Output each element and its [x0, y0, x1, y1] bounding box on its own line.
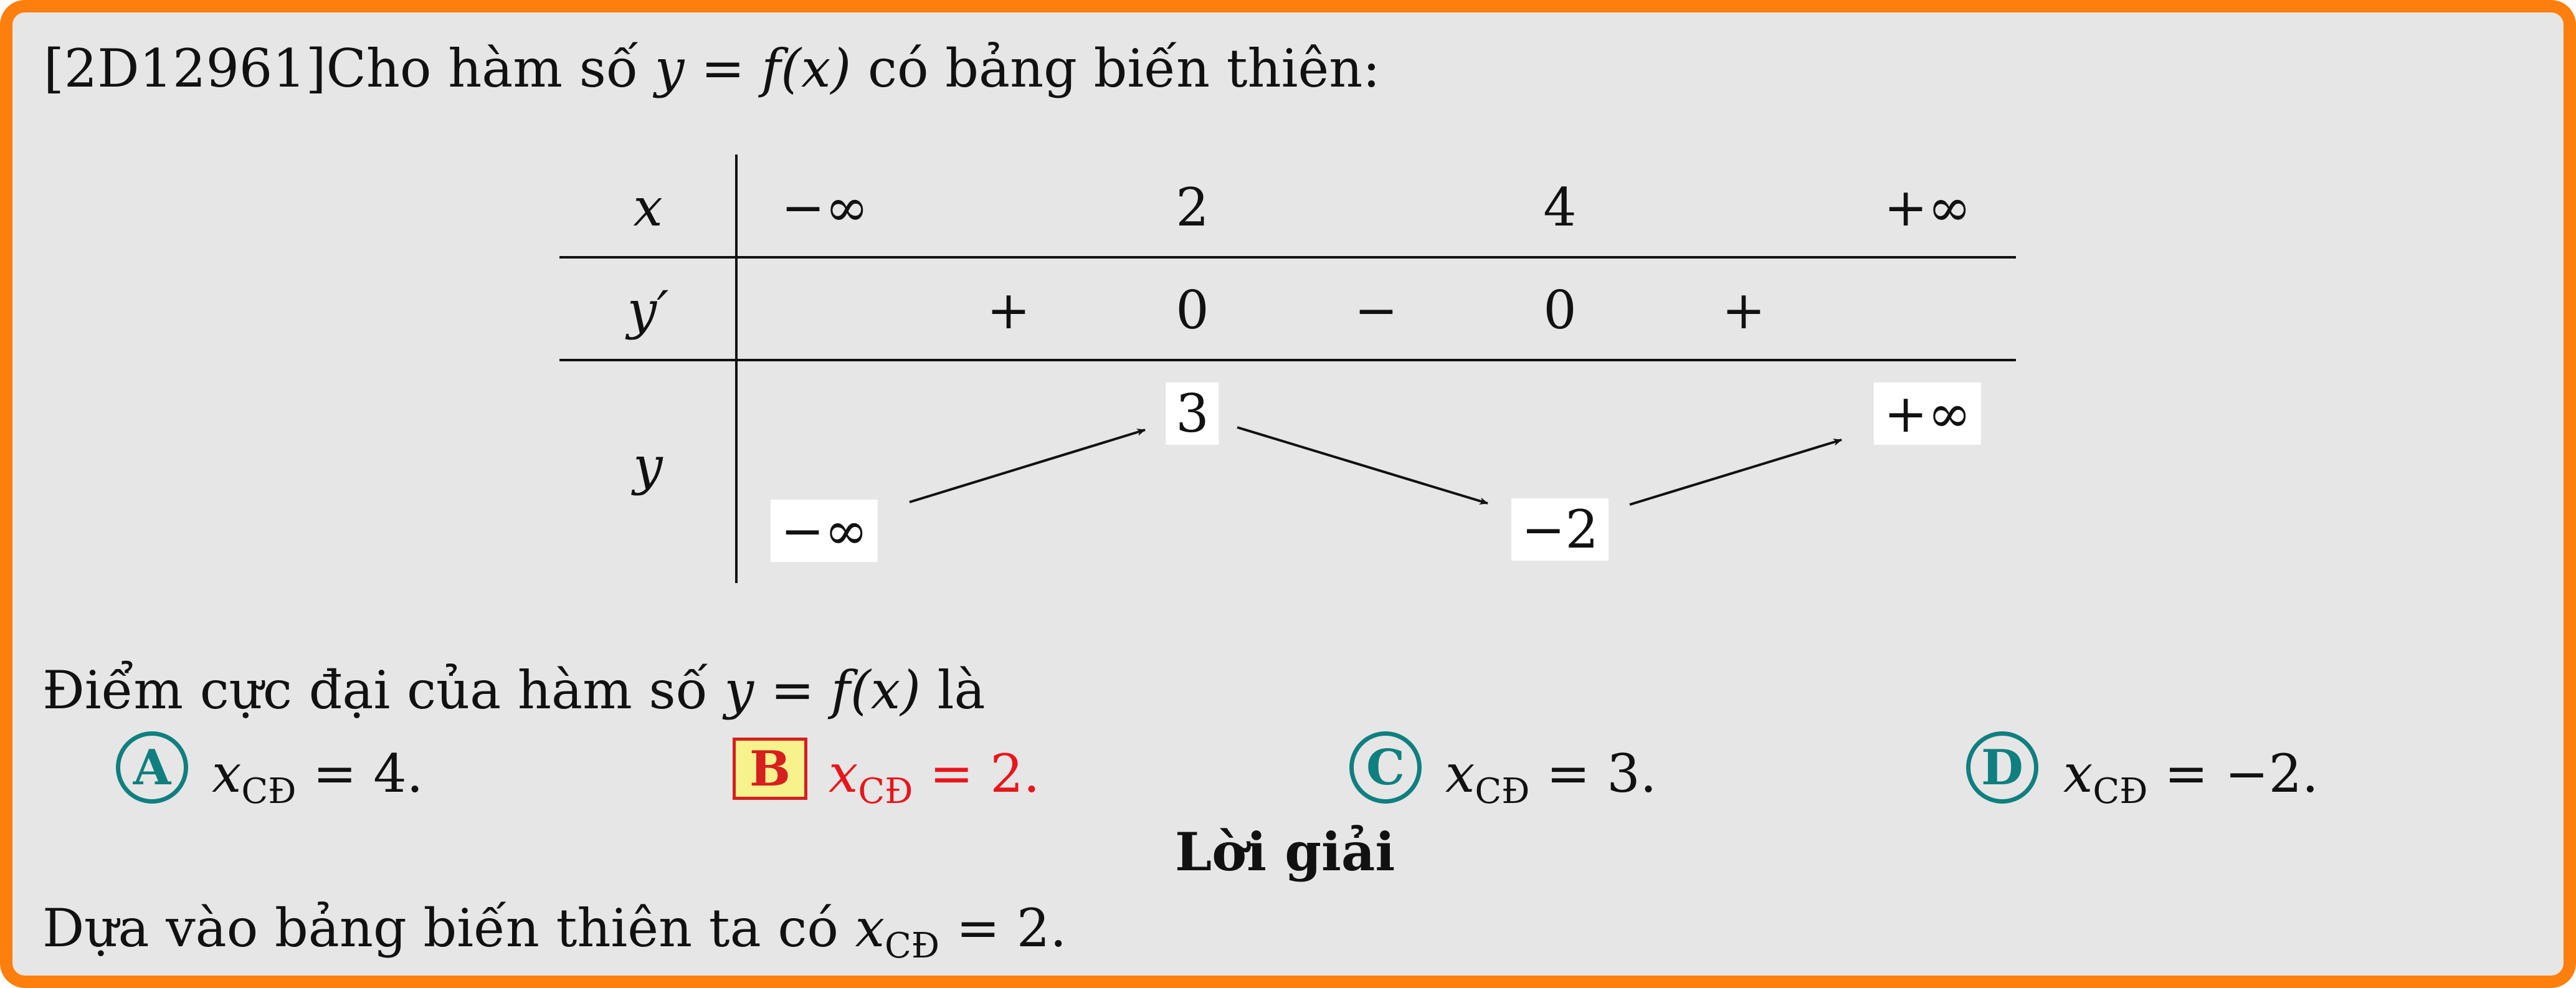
option-b-var: x [829, 743, 858, 804]
row-label-dy: y′ [627, 280, 669, 341]
derivative-sign: + [1721, 280, 1766, 341]
row-label-y: y [633, 435, 663, 496]
option-c-marker[interactable]: C [1349, 731, 1422, 804]
y-value: −∞ [770, 500, 878, 562]
problem-intro-tail: có bảng biến thiên: [851, 38, 1381, 99]
x-value: −∞ [781, 177, 869, 238]
derivative-sign: 0 [1543, 280, 1577, 341]
problem-function: y = f(x) [654, 38, 852, 99]
x-value: 4 [1543, 177, 1577, 238]
y-value: +∞ [1873, 382, 1982, 445]
solution-sentence: Dựa vào bảng biến thiên ta có [42, 898, 855, 959]
x-value: 2 [1176, 177, 1209, 238]
solution-sub: CĐ [885, 926, 940, 966]
solution-value: = 2. [939, 898, 1067, 959]
derivative-sign: + [986, 280, 1031, 341]
option-b-marker[interactable]: B [733, 738, 807, 800]
option-a-var: x [212, 743, 242, 804]
table-rule-2 [559, 359, 2016, 361]
option-a-value: = 4. [296, 743, 424, 804]
y-value: 3 [1166, 382, 1219, 445]
option-d-sub: CĐ [2093, 771, 2148, 812]
option-d-marker[interactable]: D [1966, 731, 2038, 804]
option-d-var: x [2063, 743, 2093, 804]
arrow-decreasing [1237, 426, 1488, 505]
row-label-x: x [633, 177, 663, 238]
option-c-text[interactable]: xCĐ = 3. [1445, 748, 1656, 809]
option-d-value: = −2. [2147, 743, 2319, 804]
derivative-sign: 0 [1176, 280, 1209, 341]
question-function: y = f(x) [724, 660, 921, 721]
solution-text: Dựa vào bảng biến thiên ta có xCĐ = 2. [42, 902, 1067, 964]
y-value: −2 [1511, 498, 1609, 561]
question: Điểm cực đại của hàm số y = f(x) là [42, 664, 986, 716]
question-tail: là [920, 660, 986, 721]
problem-id: [2D12961] [44, 38, 326, 99]
option-c-var: x [1445, 743, 1475, 804]
x-value: +∞ [1883, 177, 1972, 238]
problem-statement: [2D12961]Cho hàm số y = f(x) có bảng biế… [44, 42, 1381, 95]
option-a-sub: CĐ [241, 771, 297, 812]
solution-heading: Lời giải [1175, 821, 1395, 883]
option-b-text[interactable]: xCĐ = 2. [829, 748, 1040, 809]
problem-intro: Cho hàm số [326, 38, 655, 99]
derivative-sign: − [1354, 280, 1399, 341]
solution-var: x [855, 898, 885, 959]
arrow-increasing [909, 429, 1146, 503]
option-b-value: = 2. [913, 743, 1040, 804]
option-c-value: = 3. [1529, 743, 1657, 804]
arrow-increasing [1629, 439, 1842, 506]
option-d-text[interactable]: xCĐ = −2. [2063, 748, 2319, 809]
option-a-text[interactable]: xCĐ = 4. [212, 748, 423, 809]
option-c-sub: CĐ [1475, 771, 1530, 812]
table-vertical-rule [735, 154, 738, 583]
question-text: Điểm cực đại của hàm số [42, 660, 725, 721]
table-rule-1 [559, 256, 2016, 259]
option-b-sub: CĐ [858, 771, 913, 812]
option-a-marker[interactable]: A [116, 731, 188, 804]
